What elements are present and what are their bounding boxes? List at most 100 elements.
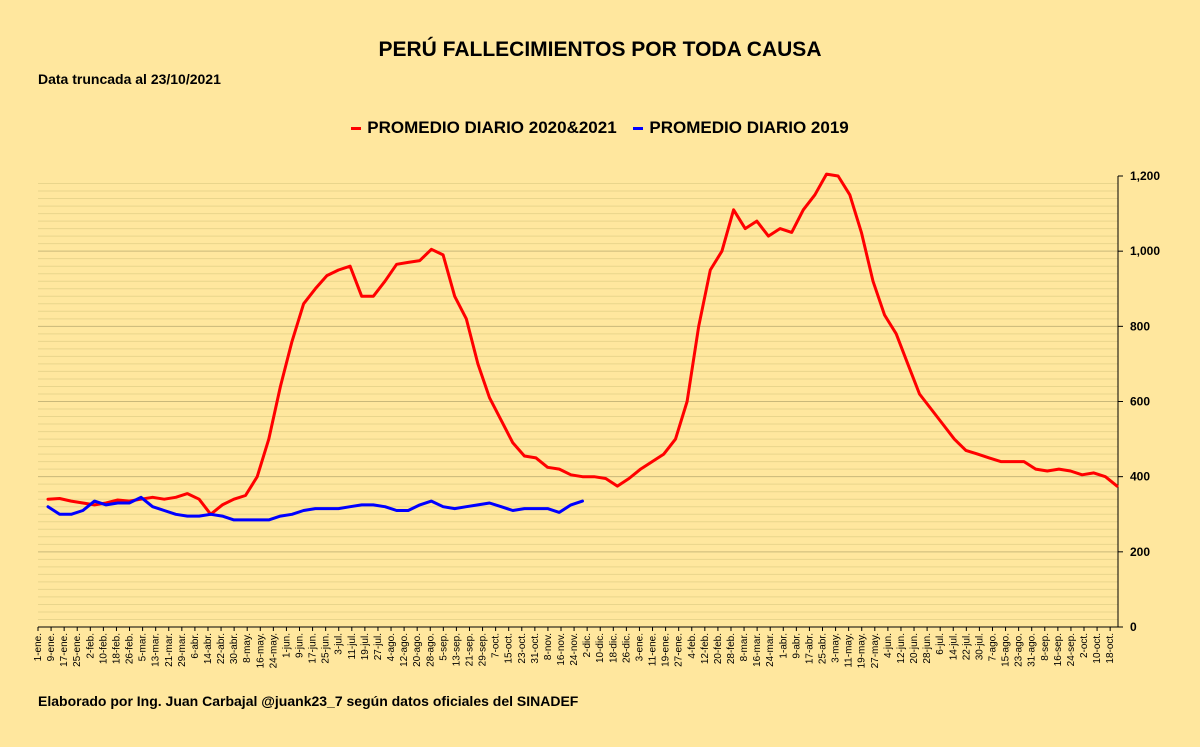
- series-line-2020-2021: [46, 172, 1119, 516]
- x-tick-label: 15-oct.: [504, 633, 515, 664]
- x-tick-label: 27-jul.: [373, 633, 384, 660]
- x-tick-label: 26-dic.: [621, 633, 632, 663]
- series-line-2019: [46, 495, 584, 522]
- x-tick-label: 27-ene.: [674, 633, 685, 667]
- x-tick-label: 8-sep.: [1040, 633, 1051, 661]
- legend-item-2020-2021: PROMEDIO DIARIO 2020&2021: [351, 118, 617, 138]
- x-tick-label: 25-ene.: [72, 633, 83, 667]
- x-tick-label: 1-abr.: [778, 633, 789, 659]
- x-tick-label: 29-sep.: [478, 633, 489, 666]
- y-tick-label: 800: [1130, 319, 1150, 333]
- x-tick-label: 13-mar.: [151, 633, 162, 667]
- x-tick-label: 16-sep.: [1053, 633, 1064, 666]
- x-tick-label: 24-sep.: [1066, 633, 1077, 666]
- x-tick-label: 19-may.: [857, 633, 868, 668]
- x-tick-label: 24-mar.: [765, 633, 776, 667]
- x-tick-label: 25-jun.: [321, 633, 332, 664]
- x-tick-label: 18-oct.: [1105, 633, 1116, 664]
- x-tick-label: 23-oct.: [517, 633, 528, 664]
- x-tick-label: 18-feb.: [111, 633, 122, 664]
- x-tick-label: 2-oct.: [1079, 633, 1090, 658]
- x-tick-label: 4-jun.: [883, 633, 894, 658]
- x-tick-label: 21-sep.: [464, 633, 475, 666]
- x-tick-label: 19-jul.: [360, 633, 371, 660]
- x-tick-label: 11-jul.: [347, 633, 358, 660]
- y-tick-label: 200: [1130, 545, 1150, 559]
- x-tick-label: 28-feb.: [726, 633, 737, 664]
- legend-swatch-2020-2021: [351, 127, 362, 131]
- x-tick-label: 9-abr.: [791, 633, 802, 659]
- x-tick-label: 13-sep.: [451, 633, 462, 666]
- x-tick-label: 20-jun.: [909, 633, 920, 664]
- x-tick-label: 6-jul.: [935, 633, 946, 655]
- x-tick-label: 3-ene.: [634, 633, 645, 661]
- chart-footer: Elaborado por Ing. Juan Carbajal @juank2…: [38, 693, 579, 709]
- x-tick-label: 17-jun.: [308, 633, 319, 664]
- y-tick-label: 400: [1130, 470, 1150, 484]
- y-axis-ticks: 0 200 400 600 800 1,000 1,200: [1118, 169, 1160, 634]
- legend-swatch-2019: [633, 127, 644, 131]
- x-tick-label: 10-oct.: [1092, 633, 1103, 664]
- x-tick-label: 20-ago.: [412, 633, 423, 667]
- x-tick-label: 5-mar.: [138, 633, 149, 661]
- x-tick-label: 15-ago.: [1001, 633, 1012, 667]
- x-tick-label: 10-dic.: [595, 633, 606, 663]
- x-tick-label: 4-feb.: [687, 633, 698, 659]
- x-tick-label: 1-ene.: [33, 633, 44, 661]
- x-tick-label: 12-feb.: [700, 633, 711, 664]
- x-tick-label: 9-jun.: [295, 633, 306, 658]
- x-tick-label: 16-may.: [255, 633, 266, 668]
- x-tick-label: 1-jun.: [281, 633, 292, 658]
- x-tick-label: 26-feb.: [125, 633, 136, 664]
- x-tick-label: 31-ago.: [1027, 633, 1038, 667]
- x-tick-label: 14-jul.: [948, 633, 959, 660]
- x-tick-label: 8-mar.: [739, 633, 750, 661]
- x-tick-label: 28-jun.: [922, 633, 933, 664]
- x-tick-label: 30-jul.: [974, 633, 985, 660]
- x-tick-label: 25-abr.: [818, 633, 829, 664]
- x-tick-label: 30-abr.: [229, 633, 240, 664]
- x-tick-label: 3-jul.: [334, 633, 345, 655]
- y-tick-label: 600: [1130, 395, 1150, 409]
- x-tick-label: 8-nov.: [543, 633, 554, 660]
- legend-label-2019: PROMEDIO DIARIO 2019: [649, 118, 849, 137]
- x-tick-label: 12-ago.: [399, 633, 410, 667]
- x-tick-label: 11-ene.: [648, 633, 659, 666]
- gridlines: [38, 183, 1118, 620]
- x-tick-label: 31-oct.: [530, 633, 541, 664]
- x-tick-label: 29-mar.: [177, 633, 188, 667]
- x-tick-label: 18-dic.: [608, 633, 619, 663]
- x-tick-label: 24-nov.: [569, 633, 580, 666]
- x-tick-label: 5-sep.: [438, 633, 449, 661]
- x-tick-label: 2-feb.: [85, 633, 96, 659]
- x-tick-label: 6-abr.: [190, 633, 201, 659]
- x-tick-label: 3-may.: [831, 633, 842, 663]
- x-tick-label: 20-feb.: [713, 633, 724, 664]
- x-tick-label: 9-ene.: [46, 633, 57, 661]
- x-tick-label: 17-abr.: [804, 633, 815, 664]
- x-tick-label: 2-dic.: [582, 633, 593, 657]
- x-tick-label: 10-feb.: [98, 633, 109, 664]
- legend-item-2019: PROMEDIO DIARIO 2019: [633, 118, 849, 138]
- x-tick-label: 16-mar.: [752, 633, 763, 667]
- x-tick-label: 24-may.: [268, 633, 279, 668]
- x-tick-label: 4-ago.: [386, 633, 397, 661]
- chart-subtitle: Data truncada al 23/10/2021: [38, 71, 221, 87]
- chart-title: PERÚ FALLECIMIENTOS POR TODA CAUSA: [378, 38, 822, 61]
- x-tick-label: 22-jul.: [961, 633, 972, 660]
- y-tick-label: 1,000: [1130, 244, 1160, 258]
- x-tick-label: 7-oct.: [491, 633, 502, 658]
- x-tick-label: 7-ago.: [987, 633, 998, 661]
- legend-label-2020-2021: PROMEDIO DIARIO 2020&2021: [367, 118, 617, 137]
- x-tick-label: 19-ene.: [661, 633, 672, 667]
- legend: PROMEDIO DIARIO 2020&2021 PROMEDIO DIARI…: [0, 118, 1200, 138]
- x-tick-label: 14-abr.: [203, 633, 214, 664]
- x-tick-label: 12-jun.: [896, 633, 907, 664]
- x-tick-label: 11-may.: [844, 633, 855, 668]
- x-tick-label: 23-ago.: [1014, 633, 1025, 667]
- series-lines: [46, 172, 1119, 522]
- x-tick-label: 16-nov.: [556, 633, 567, 666]
- x-tick-label: 28-ago.: [425, 633, 436, 667]
- y-tick-label: 0: [1130, 620, 1137, 634]
